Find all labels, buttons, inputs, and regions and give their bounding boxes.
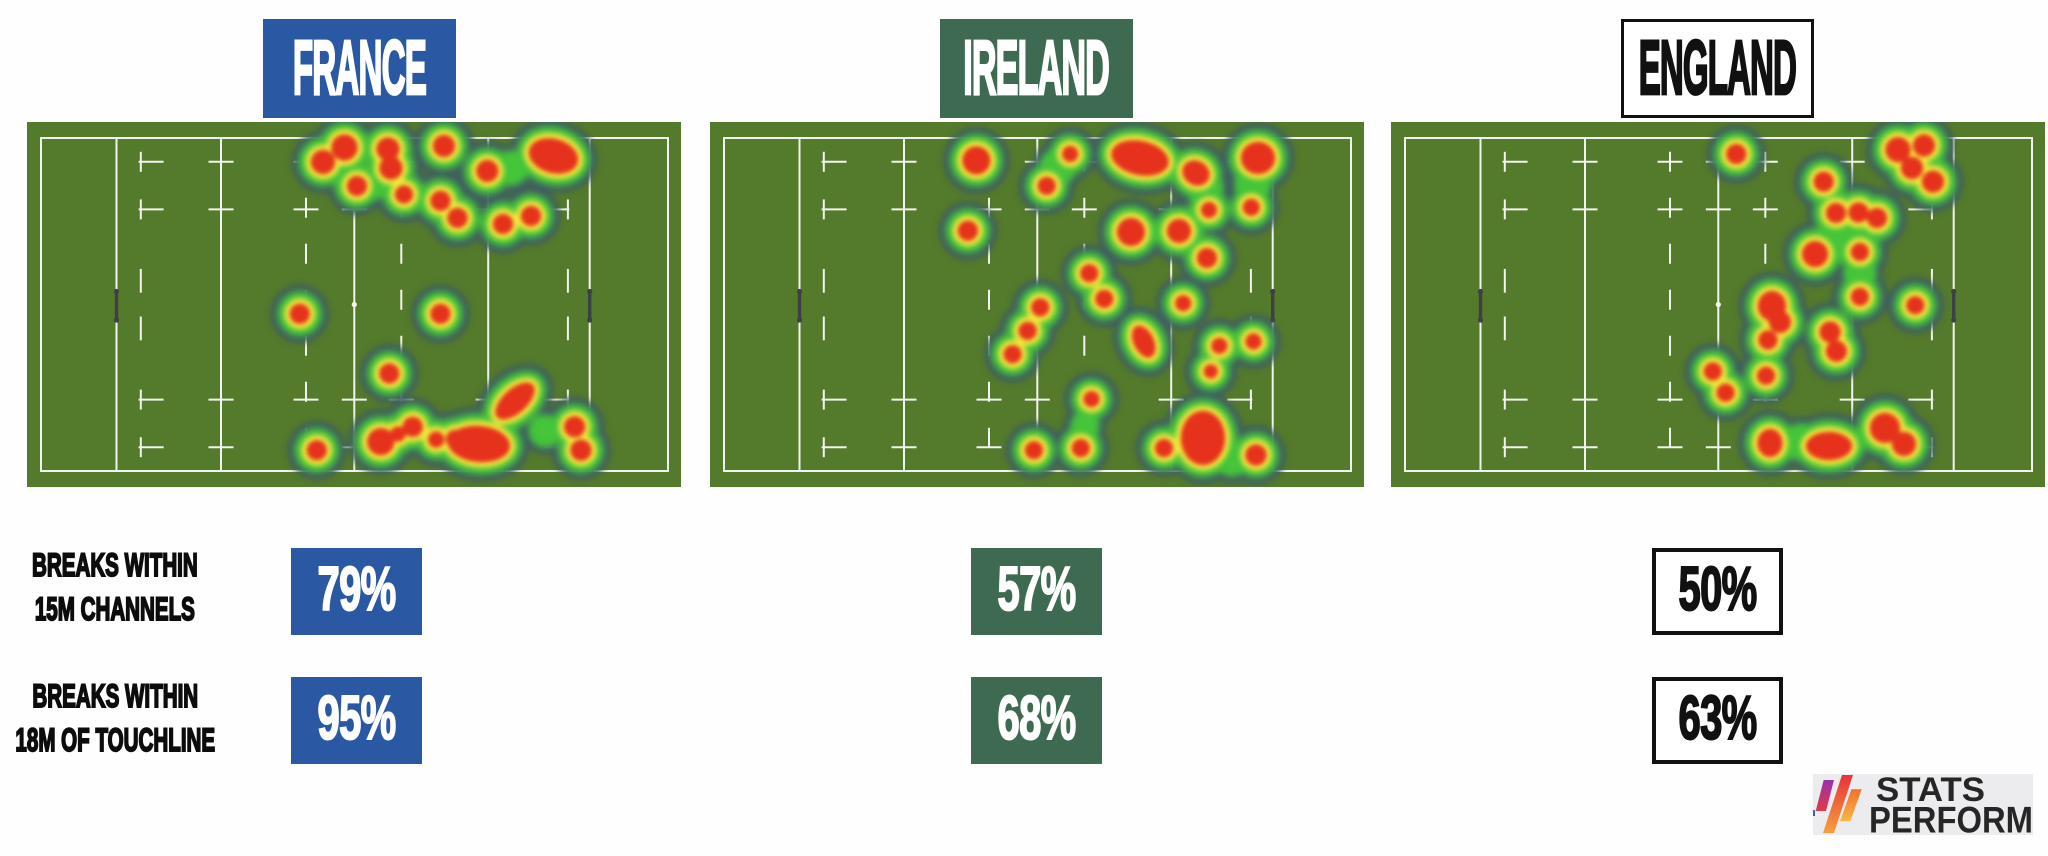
svg-text:PERFORM: PERFORM <box>1869 800 2033 836</box>
svg-text:STATS: STATS <box>1876 774 1985 809</box>
